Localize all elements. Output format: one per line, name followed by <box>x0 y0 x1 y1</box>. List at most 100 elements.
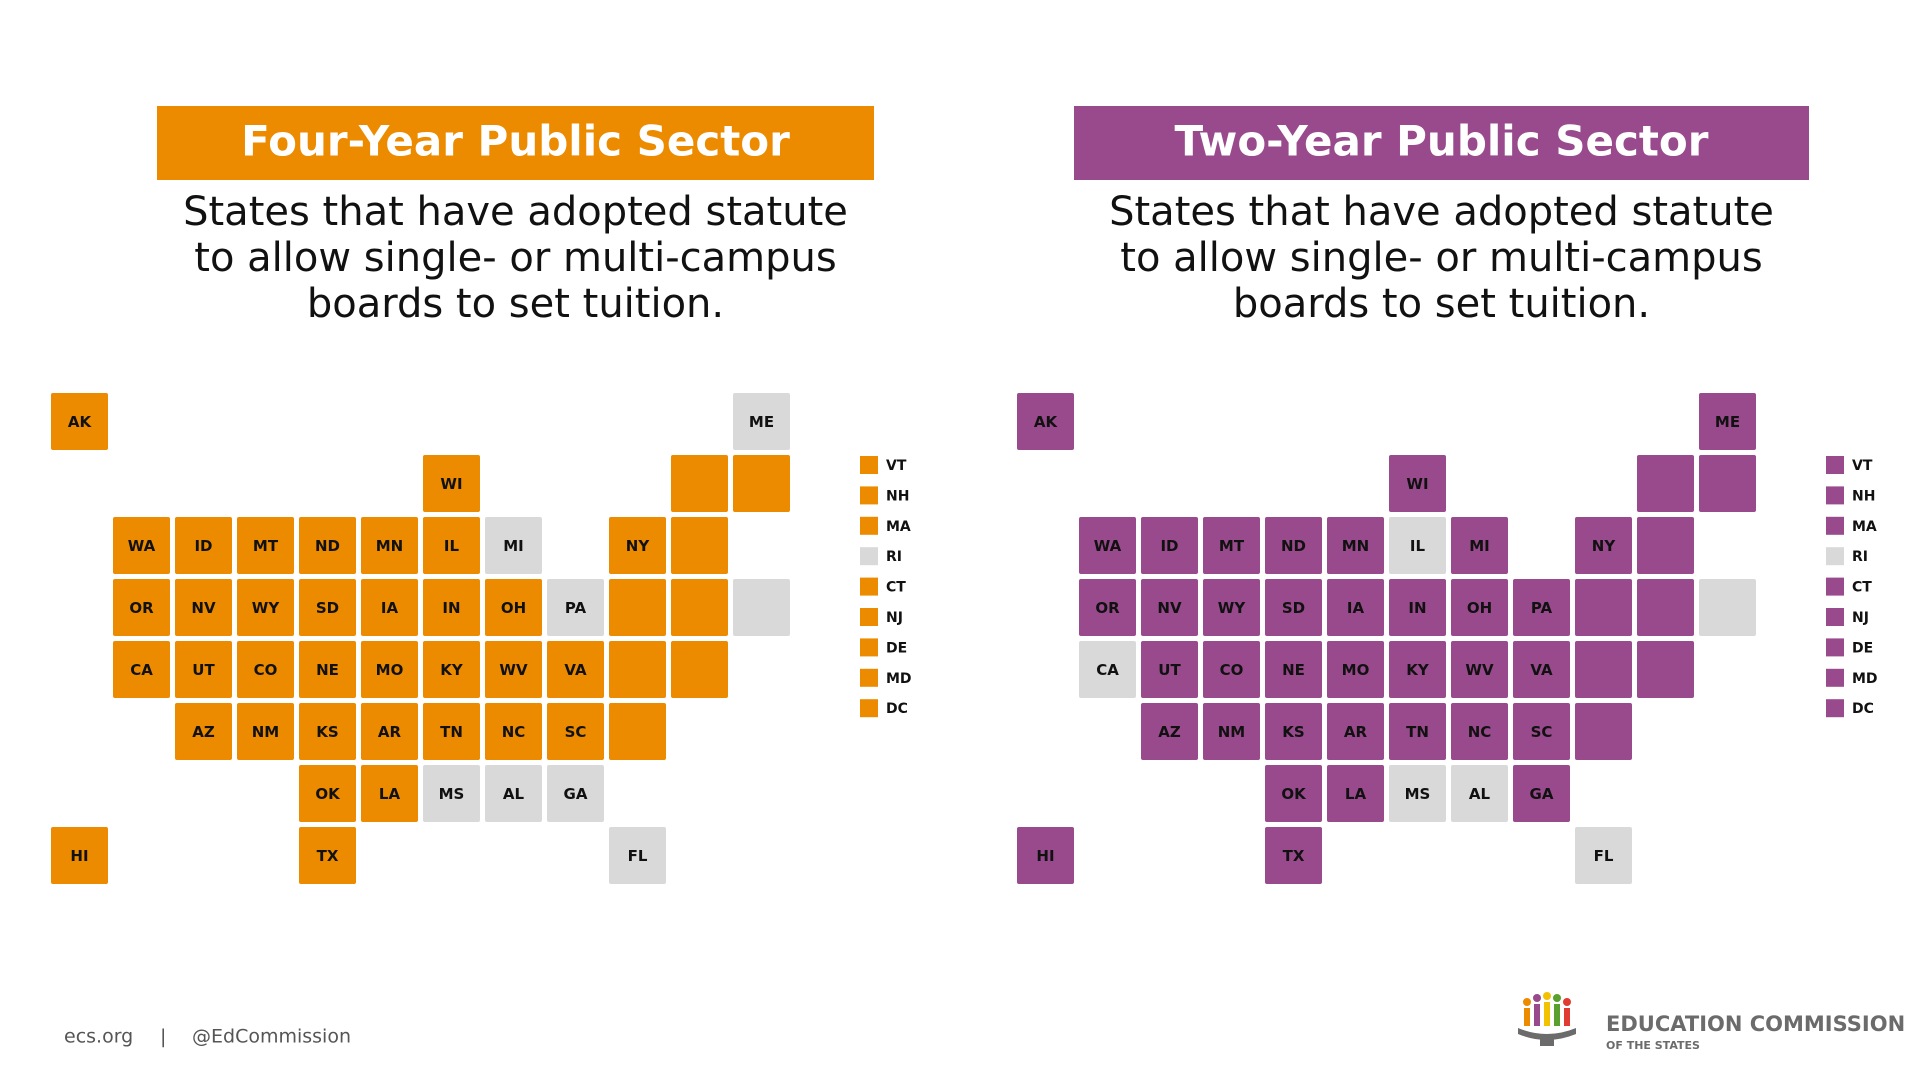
state-tile <box>1325 701 1386 762</box>
state-tile <box>111 577 172 638</box>
state-label: TN <box>1406 723 1429 741</box>
state-tile <box>359 763 420 824</box>
state-label: MS <box>1405 785 1431 803</box>
state-label: IL <box>1410 537 1426 555</box>
logo-tagline: OF THE STATES <box>1606 1039 1700 1052</box>
legend-swatch <box>1826 699 1844 718</box>
state-tile <box>297 701 358 762</box>
state-tile <box>359 639 420 700</box>
state-tile <box>1573 577 1634 638</box>
state-tile <box>1635 639 1696 700</box>
state-tile <box>1139 639 1200 700</box>
state-label: WV <box>499 661 528 679</box>
legend-swatch <box>1826 577 1844 596</box>
state-label: IN <box>1408 599 1426 617</box>
state-label: ME <box>749 413 774 431</box>
state-tile <box>1573 515 1634 576</box>
state-tile <box>1635 515 1696 576</box>
logo-icon <box>1518 992 1576 1046</box>
state-tile <box>1139 577 1200 638</box>
state-tile <box>1635 453 1696 514</box>
state-tile <box>297 639 358 700</box>
panel-subtitle: boards to set tuition. <box>307 281 724 327</box>
title-banner <box>1074 106 1809 180</box>
legend-swatch <box>860 486 878 505</box>
state-tile <box>669 639 730 700</box>
state-tile <box>421 639 482 700</box>
state-label: AL <box>503 785 525 803</box>
legend-swatch <box>860 638 878 657</box>
footer-separator: | <box>160 1026 166 1048</box>
state-label: NE <box>1282 661 1305 679</box>
state-tile <box>669 515 730 576</box>
state-label: IL <box>444 537 460 555</box>
state-tile <box>1387 577 1448 638</box>
map-panel: Two-Year Public Sector States that have a… <box>1015 106 1878 886</box>
state-tile <box>235 515 296 576</box>
state-tile <box>1077 639 1138 700</box>
state-tile <box>421 763 482 824</box>
state-tile <box>297 515 358 576</box>
legend-label: CT <box>886 580 906 596</box>
panel-title: Four-Year Public Sector <box>241 117 790 166</box>
panel-subtitle: to allow single- or multi-campus <box>1120 235 1762 281</box>
legend-label: NH <box>1852 488 1875 504</box>
state-tile <box>607 701 668 762</box>
state-label: UT <box>192 661 215 679</box>
state-tile <box>421 453 482 514</box>
state-tile <box>483 515 544 576</box>
state-label: UT <box>1158 661 1181 679</box>
state-tile <box>235 639 296 700</box>
state-tile <box>1263 763 1324 824</box>
state-label: WA <box>128 537 156 555</box>
legend-label: NJ <box>1852 610 1869 626</box>
state-label: TN <box>440 723 463 741</box>
state-label: MO <box>1342 661 1370 679</box>
state-tile <box>1201 515 1262 576</box>
state-label: NE <box>316 661 339 679</box>
state-label: MT <box>1219 537 1245 555</box>
title-banner <box>157 106 874 180</box>
state-tile <box>1139 515 1200 576</box>
state-label: MS <box>439 785 465 803</box>
state-tile <box>483 639 544 700</box>
state-label: AK <box>68 413 93 431</box>
state-tile <box>1449 763 1510 824</box>
state-label: SD <box>1282 599 1305 617</box>
state-label: WV <box>1465 661 1494 679</box>
state-tile <box>1387 453 1448 514</box>
state-label: WI <box>1406 475 1428 493</box>
state-tile <box>421 577 482 638</box>
legend-swatch <box>860 577 878 596</box>
state-tile <box>173 515 234 576</box>
state-label: WY <box>1218 599 1247 617</box>
state-tile <box>607 515 668 576</box>
legend-label: MA <box>1852 519 1877 535</box>
state-label: AL <box>1469 785 1491 803</box>
state-label: FL <box>1594 847 1614 865</box>
state-tile <box>173 639 234 700</box>
state-tile <box>1263 701 1324 762</box>
state-tile <box>1635 577 1696 638</box>
state-label: KS <box>1282 723 1304 741</box>
state-label: GA <box>564 785 588 803</box>
state-label: NY <box>1592 537 1617 555</box>
state-tile <box>1573 701 1634 762</box>
legend-swatch <box>860 456 878 474</box>
state-label: OR <box>1095 599 1120 617</box>
state-tile <box>1077 577 1138 638</box>
state-tile <box>1263 639 1324 700</box>
state-tile <box>1511 701 1572 762</box>
legend-swatch <box>1826 486 1844 505</box>
legend-swatch <box>1826 547 1844 566</box>
state-label: FL <box>628 847 648 865</box>
state-tile <box>49 391 110 452</box>
panel-subtitle: to allow single- or multi-campus <box>194 235 836 281</box>
legend-swatch <box>860 699 878 718</box>
state-tile <box>607 639 668 700</box>
legend-swatch <box>860 608 878 626</box>
legend-label: RI <box>1852 549 1868 565</box>
state-label: TX <box>317 847 339 865</box>
state-label: NY <box>626 537 651 555</box>
legend-swatch <box>860 668 878 687</box>
